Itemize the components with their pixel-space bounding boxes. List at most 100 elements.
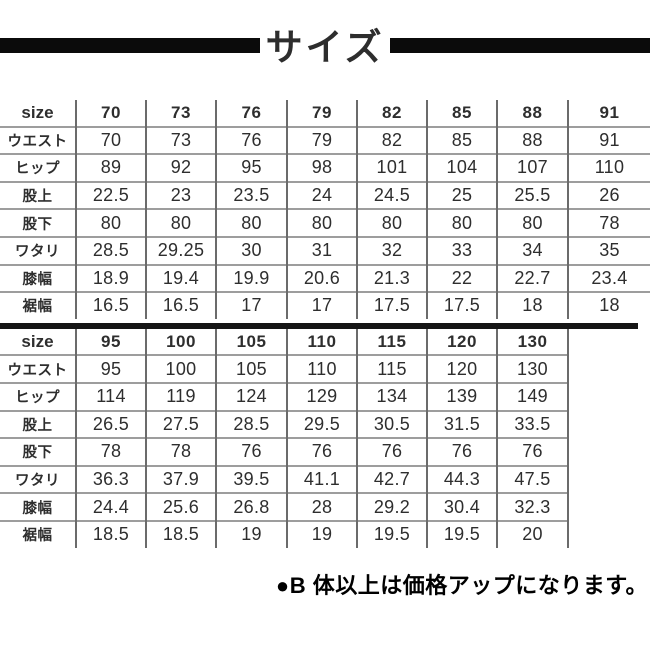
measurement-row: ヒップ 114 119 124 129 134 139 149 [0,381,569,411]
measurement-row: ウエスト 95 100 105 110 115 120 130 [0,354,569,383]
measurement-value-cell: 80 [426,208,497,237]
measurement-value-cell: 28.5 [75,235,146,265]
measurement-value-cell: 16.5 [145,291,216,319]
measurement-value-cell: 28 [286,492,357,521]
measurement-value-cell: 25.5 [496,180,568,210]
measurement-value-cell: 80 [145,208,216,237]
measurement-value-cell: 30 [215,235,287,265]
measurement-value-cell: 26.8 [215,492,287,521]
measurement-value-cell: 19.5 [426,519,497,548]
measurement-value-cell: 36.3 [75,464,146,494]
measurement-value-cell: 34 [496,235,568,265]
measurement-row-label: ワタリ [0,464,76,494]
size-column-header: 76 [215,100,287,127]
measurement-value-cell: 101 [356,153,427,182]
measurement-row-label: 股下 [0,437,76,466]
measurement-value-cell: 18.5 [145,519,216,548]
measurement-value-cell: 80 [286,208,357,237]
measurement-value-cell: 27.5 [145,409,216,439]
measurement-value-cell: 100 [145,354,216,383]
measurement-value-cell: 91 [567,125,650,155]
measurement-value-cell: 98 [286,153,357,182]
measurement-value-cell: 19.4 [145,263,216,293]
measurement-value-cell: 37.9 [145,464,216,494]
size-column-header: 110 [286,328,357,356]
measurement-row-label: ヒップ [0,381,76,411]
measurement-value-cell: 23 [145,180,216,210]
measurement-value-cell: 78 [75,437,146,466]
size-column-header: 82 [356,100,427,127]
measurement-value-cell: 22 [426,263,497,293]
measurement-value-cell: 41.1 [286,464,357,494]
measurement-value-cell: 76 [286,437,357,466]
measurement-value-cell: 110 [286,354,357,383]
measurement-value-cell: 80 [356,208,427,237]
size-column-header: 73 [145,100,216,127]
measurement-value-cell: 42.7 [356,464,427,494]
size-corner-label: size [21,331,54,351]
measurement-row-label: 膝幅 [0,263,76,293]
measurement-value-cell: 35 [567,235,650,265]
measurement-row-label: 膝幅 [0,492,76,521]
measurement-value-cell: 25 [426,180,497,210]
page-title: サイズ [265,27,385,68]
measurement-value-cell: 95 [75,354,146,383]
measurement-row-label: 裾幅 [0,291,76,319]
measurement-row-label: 股上 [0,180,76,210]
measurement-value-cell: 19.9 [215,263,287,293]
measurement-row-label: ヒップ [0,153,76,182]
measurement-row: 股下 78 78 76 76 76 76 76 [0,437,569,466]
measurement-row: ワタリ 36.3 37.9 39.5 41.1 42.7 44.3 47.5 [0,464,569,494]
size-column-header: 88 [496,100,568,127]
measurement-value-cell: 33 [426,235,497,265]
measurement-value-cell: 110 [567,153,650,182]
measurement-value-cell: 130 [496,354,569,383]
measurement-value-cell: 32.3 [496,492,569,521]
measurement-row-label: ウエスト [0,354,76,383]
measurement-value-cell: 139 [426,381,497,411]
measurement-value-cell: 88 [496,125,568,155]
measurement-value-cell: 19 [215,519,287,548]
measurement-value-cell: 23.5 [215,180,287,210]
size-column-header: 100 [145,328,216,356]
measurement-value-cell: 115 [356,354,427,383]
measurement-row: ワタリ 28.5 29.25 30 31 32 33 34 35 [0,235,650,265]
measurement-row: 股下 80 80 80 80 80 80 80 78 [0,208,650,237]
measurement-value-cell: 92 [145,153,216,182]
measurement-value-cell: 78 [145,437,216,466]
measurement-value-cell: 80 [215,208,287,237]
measurement-value-cell: 114 [75,381,146,411]
measurement-value-cell: 33.5 [496,409,569,439]
title-band: サイズ [0,0,650,91]
measurement-row-label: ワタリ [0,235,76,265]
measurement-value-cell: 29.25 [145,235,216,265]
table-divider-bar [0,322,638,329]
measurement-row-label: 裾幅 [0,519,76,548]
measurement-value-cell: 120 [426,354,497,383]
measurement-value-cell: 76 [356,437,427,466]
measurement-value-cell: 80 [75,208,146,237]
measurement-value-cell: 19 [286,519,357,548]
measurement-value-cell: 18 [567,291,650,319]
measurement-row: 膝幅 24.4 25.6 26.8 28 29.2 30.4 32.3 [0,492,569,521]
measurement-value-cell: 24 [286,180,357,210]
size-header-row: size 95 100 105 110 115 120 130 [0,328,569,356]
measurement-value-cell: 17.5 [426,291,497,319]
measurement-value-cell: 85 [426,125,497,155]
measurement-row: 裾幅 18.5 18.5 19 19 19.5 19.5 20 [0,519,569,548]
measurement-value-cell: 20 [496,519,569,548]
measurement-value-cell: 149 [496,381,569,411]
measurement-value-cell: 30.4 [426,492,497,521]
measurement-value-cell: 29.5 [286,409,357,439]
measurement-value-cell: 73 [145,125,216,155]
size-header-row: size 70 73 76 79 82 85 88 91 [0,100,650,127]
measurement-value-cell: 44.3 [426,464,497,494]
size-column-header: 115 [356,328,427,356]
measurement-value-cell: 23.4 [567,263,650,293]
size-column-header: 70 [75,100,146,127]
title-right-bar [390,38,650,53]
measurement-value-cell: 134 [356,381,427,411]
measurement-value-cell: 76 [215,125,287,155]
measurement-value-cell: 119 [145,381,216,411]
size-table-70-91: size 70 73 76 79 82 85 88 91 ウエスト 70 73 76 79 82 85 88 91… [0,100,650,319]
